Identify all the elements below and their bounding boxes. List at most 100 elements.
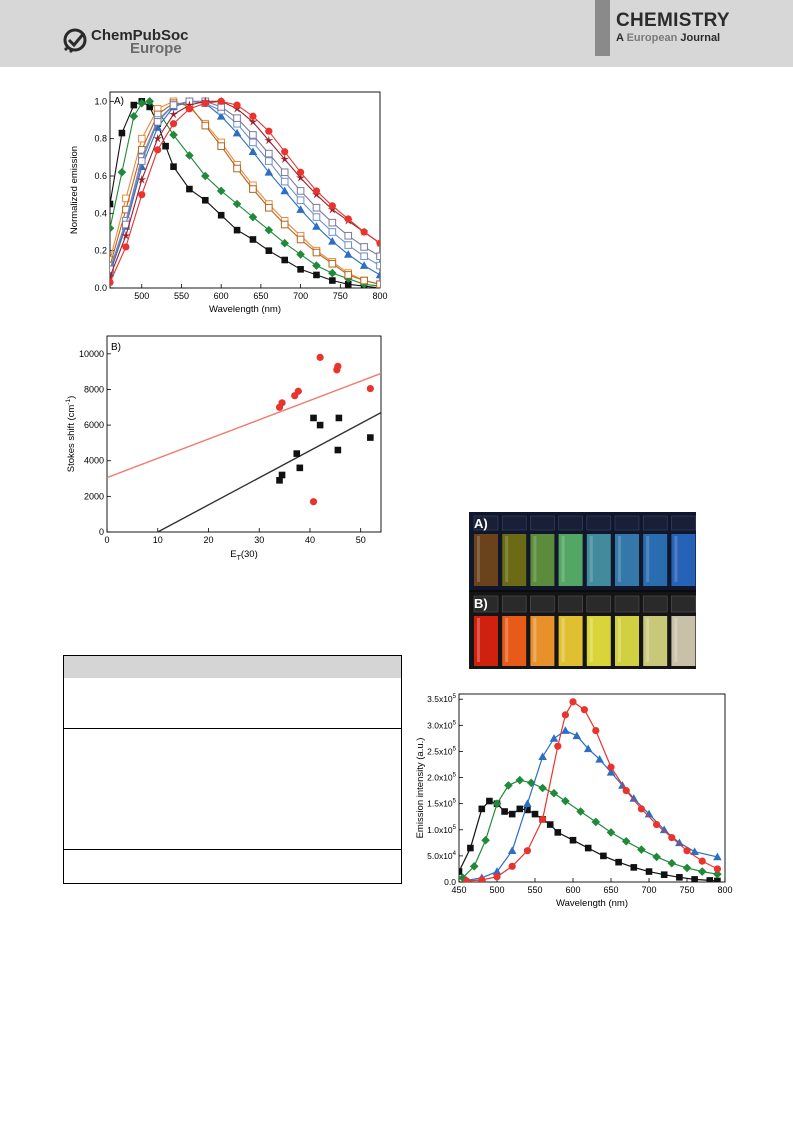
x-tick-label: 20 (203, 535, 213, 545)
vial-glint (477, 618, 480, 662)
x-tick-label: 800 (717, 885, 732, 895)
data-point (592, 726, 600, 735)
data-point (531, 810, 539, 818)
plot-frame (109, 91, 381, 289)
x-tick-label: 800 (372, 291, 387, 301)
data-point (359, 261, 369, 269)
data-point (549, 788, 559, 798)
data-point (607, 763, 615, 771)
x-tick-label: 30 (254, 535, 264, 545)
data-point (344, 241, 353, 249)
data-point (233, 164, 241, 173)
data-point (554, 829, 562, 836)
data-point (110, 200, 114, 208)
x-axis-label: Wavelength (nm) (209, 304, 281, 315)
data-point (478, 805, 486, 813)
data-point (280, 220, 289, 229)
vial-cap (642, 515, 668, 531)
data-point (645, 868, 653, 875)
data-point (200, 171, 210, 181)
data-point (281, 148, 289, 156)
data-point (312, 248, 321, 257)
plot-frame (106, 335, 382, 533)
chempubsoc-logo-icon (63, 28, 87, 53)
vial-fluorescent (558, 534, 583, 586)
vial-cap (642, 595, 668, 613)
vial-glint (533, 618, 537, 662)
vial-cap (473, 515, 499, 531)
x-tick-label: 50 (356, 535, 366, 545)
data-point (554, 742, 562, 750)
vial-solution (502, 616, 527, 666)
data-point (360, 228, 368, 236)
chart-a-normalized-emission: 500 550 600 650 700 750 800 0.0 0.2 0.4 0.6 0.8 1.0 A… (69, 91, 388, 315)
data-point (569, 698, 577, 706)
vial-cap (530, 515, 555, 531)
vial-cap (614, 595, 640, 613)
data-point (130, 101, 138, 109)
data-point (652, 852, 661, 862)
data-point (504, 781, 513, 790)
data-point (360, 276, 368, 285)
data-point (706, 877, 714, 882)
vial-glint (589, 536, 593, 582)
y-tick-label: 0.0 (444, 877, 456, 887)
x-tick-label: 550 (527, 885, 542, 895)
journal-tab (595, 0, 610, 56)
data-point (249, 112, 257, 120)
y-axis-label: Stokes shift (cm-1) (65, 396, 77, 473)
data-point (110, 223, 115, 233)
data-point (516, 805, 524, 813)
data-point (683, 847, 691, 855)
x-tick-label: 450 (451, 885, 466, 895)
data-point (316, 353, 324, 361)
data-point (637, 845, 646, 854)
data-point (233, 114, 241, 122)
vial-glint (646, 536, 650, 582)
vial-cap (501, 515, 527, 531)
data-point (523, 799, 532, 807)
data-point (561, 796, 570, 806)
data-point (501, 808, 508, 815)
y-tick-label: 0.0 (94, 283, 107, 293)
data-point (265, 203, 273, 212)
data-point (668, 834, 676, 842)
data-point (629, 794, 639, 802)
data-point (714, 877, 721, 882)
y-tick-label: 2.0x105 (427, 773, 457, 783)
y-axis-label: Emission intensity (a.u.) (415, 738, 426, 839)
photo-label-b: B) (474, 596, 488, 611)
y-tick-label: 3.5x105 (427, 694, 457, 704)
data-point (644, 809, 654, 818)
series-line-4 (110, 100, 380, 276)
data-point (296, 464, 304, 472)
data-point (697, 867, 707, 876)
data-point (508, 862, 516, 870)
x-tick-label: 750 (333, 291, 348, 301)
data-point (493, 873, 501, 881)
data-point (137, 157, 146, 165)
data-point (344, 231, 353, 240)
data-point (329, 277, 336, 284)
data-point (296, 173, 306, 182)
data-point (376, 252, 380, 261)
data-point (248, 212, 258, 222)
data-point (328, 237, 337, 245)
fit-line-1 (157, 412, 382, 533)
y-axis-label: Normalized emission (69, 146, 80, 234)
data-point (335, 414, 343, 422)
data-point (137, 134, 146, 143)
vial-cap (501, 595, 527, 613)
data-point (524, 806, 531, 814)
x-tick-label: 650 (603, 885, 618, 895)
y-tick-label: 2.5x105 (427, 746, 457, 756)
data-point (713, 852, 722, 861)
data-point (233, 226, 241, 234)
data-point (110, 278, 114, 286)
vial-glint (505, 618, 509, 662)
data-point (523, 847, 531, 855)
data-point (217, 211, 225, 219)
data-point (184, 100, 194, 109)
data-point (583, 744, 593, 753)
x-tick-label: 500 (134, 291, 149, 301)
